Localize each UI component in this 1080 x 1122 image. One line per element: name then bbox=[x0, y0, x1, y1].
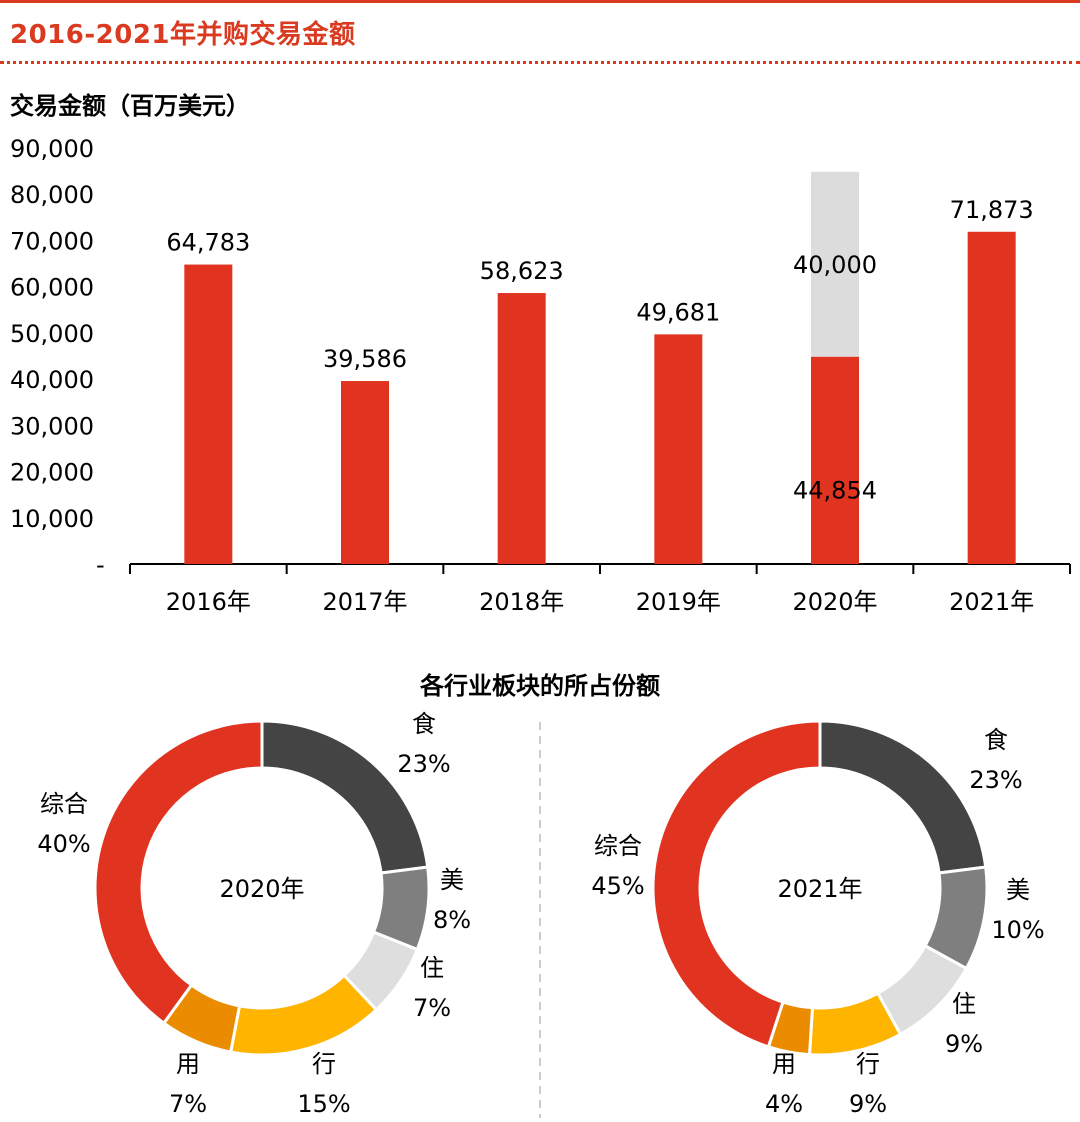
donut-center-label: 2021年 bbox=[777, 875, 862, 903]
slice-percent-label: 10% bbox=[991, 916, 1044, 944]
bar-extra-2020年 bbox=[811, 171, 859, 357]
donut-slice-行 bbox=[228, 973, 379, 1057]
slice-name-label: 食 bbox=[412, 710, 436, 738]
data-label: 44,854 bbox=[793, 476, 877, 504]
donut-slice-食 bbox=[260, 719, 430, 875]
top-accent-rule bbox=[0, 0, 1080, 3]
slice-percent-label: 9% bbox=[849, 1090, 887, 1118]
bar-2017年 bbox=[341, 381, 389, 564]
slice-name-label: 食 bbox=[984, 726, 1008, 754]
bar-chart: -10,000 20,000 30,000 40,000 50,000 60,000 70,… bbox=[10, 135, 1071, 616]
slice-name-label: 美 bbox=[440, 866, 464, 894]
bar-2016年 bbox=[184, 264, 233, 564]
slice-name-label: 行 bbox=[312, 1050, 336, 1078]
bar-2020年 bbox=[811, 356, 859, 564]
chart-title: 2016-2021年并购交易金额 bbox=[10, 20, 356, 50]
donut-center-label: 2020年 bbox=[219, 875, 304, 903]
slice-percent-label: 23% bbox=[397, 750, 450, 778]
x-tick-label: 2019年 bbox=[636, 588, 721, 616]
data-label: 58,623 bbox=[480, 257, 564, 285]
y-tick-label: 10,000 bbox=[10, 505, 94, 533]
bar-2018年 bbox=[497, 293, 546, 564]
slice-percent-label: 45% bbox=[591, 872, 644, 900]
slice-percent-label: 7% bbox=[413, 994, 451, 1022]
slice-percent-label: 4% bbox=[765, 1090, 803, 1118]
y-tick-label: - bbox=[96, 551, 105, 579]
y-tick-label: 30,000 bbox=[10, 412, 94, 440]
slice-name-label: 综合 bbox=[40, 790, 88, 818]
slice-percent-label: 8% bbox=[433, 906, 471, 934]
slice-name-label: 综合 bbox=[594, 832, 642, 860]
slice-name-label: 用 bbox=[176, 1050, 200, 1078]
y-tick-label: 50,000 bbox=[10, 320, 94, 348]
dotted-divider bbox=[0, 61, 1080, 64]
bar-2019年 bbox=[654, 334, 703, 564]
y-tick-label: 20,000 bbox=[10, 459, 94, 487]
slice-percent-label: 15% bbox=[297, 1090, 350, 1118]
slice-percent-label: 7% bbox=[169, 1090, 207, 1118]
x-tick-label: 2021年 bbox=[949, 588, 1034, 616]
y-axis-caption: 交易金额（百万美元） bbox=[10, 92, 250, 120]
y-tick-label: 40,000 bbox=[10, 366, 94, 394]
slice-name-label: 住 bbox=[420, 954, 444, 982]
x-tick-label: 2020年 bbox=[792, 588, 877, 616]
slice-name-label: 美 bbox=[1006, 876, 1030, 904]
slice-percent-label: 23% bbox=[969, 766, 1022, 794]
donut-slice-综合 bbox=[93, 719, 264, 1026]
section-title: 各行业板块的所占份额 bbox=[420, 672, 660, 700]
x-tick-label: 2016年 bbox=[166, 588, 251, 616]
x-tick-label: 2017年 bbox=[322, 588, 407, 616]
bar-2021年 bbox=[967, 231, 1016, 564]
donut-slice-食 bbox=[818, 719, 988, 875]
slice-name-label: 行 bbox=[856, 1050, 880, 1078]
slice-name-label: 住 bbox=[952, 990, 976, 1018]
slice-percent-label: 40% bbox=[37, 830, 90, 858]
slice-name-label: 用 bbox=[772, 1050, 796, 1078]
data-label-extra: 40,000 bbox=[793, 251, 877, 279]
slice-percent-label: 9% bbox=[945, 1030, 983, 1058]
x-tick-label: 2018年 bbox=[479, 588, 564, 616]
y-tick-label: 70,000 bbox=[10, 227, 94, 255]
y-tick-label: 60,000 bbox=[10, 274, 94, 302]
y-tick-label: 80,000 bbox=[10, 181, 94, 209]
donut-slice-综合 bbox=[651, 719, 822, 1049]
data-label: 64,783 bbox=[166, 229, 250, 257]
data-label: 71,873 bbox=[950, 196, 1034, 224]
data-label: 49,681 bbox=[636, 298, 720, 326]
data-label: 39,586 bbox=[323, 345, 407, 373]
y-tick-label: 90,000 bbox=[10, 135, 94, 163]
